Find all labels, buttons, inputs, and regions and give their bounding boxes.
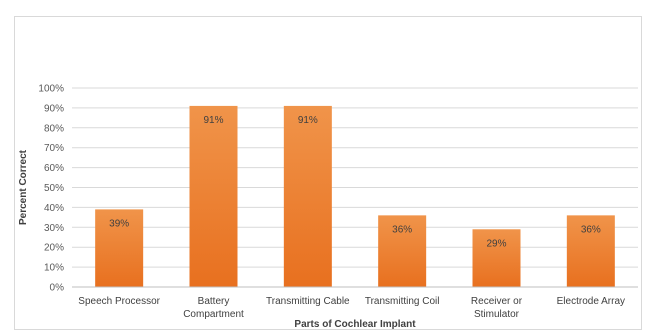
x-axis-title: Parts of Cochlear Implant [294,319,416,330]
y-tick-label: 50% [44,183,64,194]
y-tick-label: 60% [44,163,64,174]
data-label: 29% [486,238,506,249]
x-category-label: Transmitting Coil [365,296,440,307]
x-axis-category-labels: Speech Processor Battery Compartment Transm… [78,296,625,320]
bar [378,215,427,287]
data-label: 36% [581,224,601,235]
data-labels: 39% 91% 91% 36% 29% 36% [109,115,601,249]
x-category-label: Receiver or Stimulator [471,296,523,320]
data-label: 91% [298,115,318,126]
bar [283,105,332,287]
bar [95,209,144,287]
gridlines [72,87,638,268]
y-tick-label: 90% [44,103,64,114]
bars [95,105,615,287]
bar [472,229,521,287]
y-tick-label: 0% [50,283,65,294]
x-category-label: Battery Compartment [183,296,244,320]
data-label: 91% [203,115,223,126]
data-label: 39% [109,218,129,229]
x-category-label: Transmitting Cable [266,296,350,307]
x-category-label: Speech Processor [78,296,160,307]
y-axis-title: Percent Correct [18,149,29,225]
y-tick-label: 80% [44,123,64,134]
y-tick-label: 10% [44,263,64,274]
bar [189,105,238,287]
y-axis-tick-labels: 0% 10% 20% 30% 40% 50% 60% 70% 80% 90% 100% [38,84,64,294]
y-tick-label: 40% [44,203,64,214]
y-tick-label: 70% [44,143,64,154]
y-tick-label: 30% [44,223,64,234]
x-category-label: Electrode Array [557,296,625,307]
y-tick-label: 20% [44,243,64,254]
data-label: 36% [392,224,412,235]
y-tick-label: 100% [38,84,64,95]
bar [566,215,615,287]
